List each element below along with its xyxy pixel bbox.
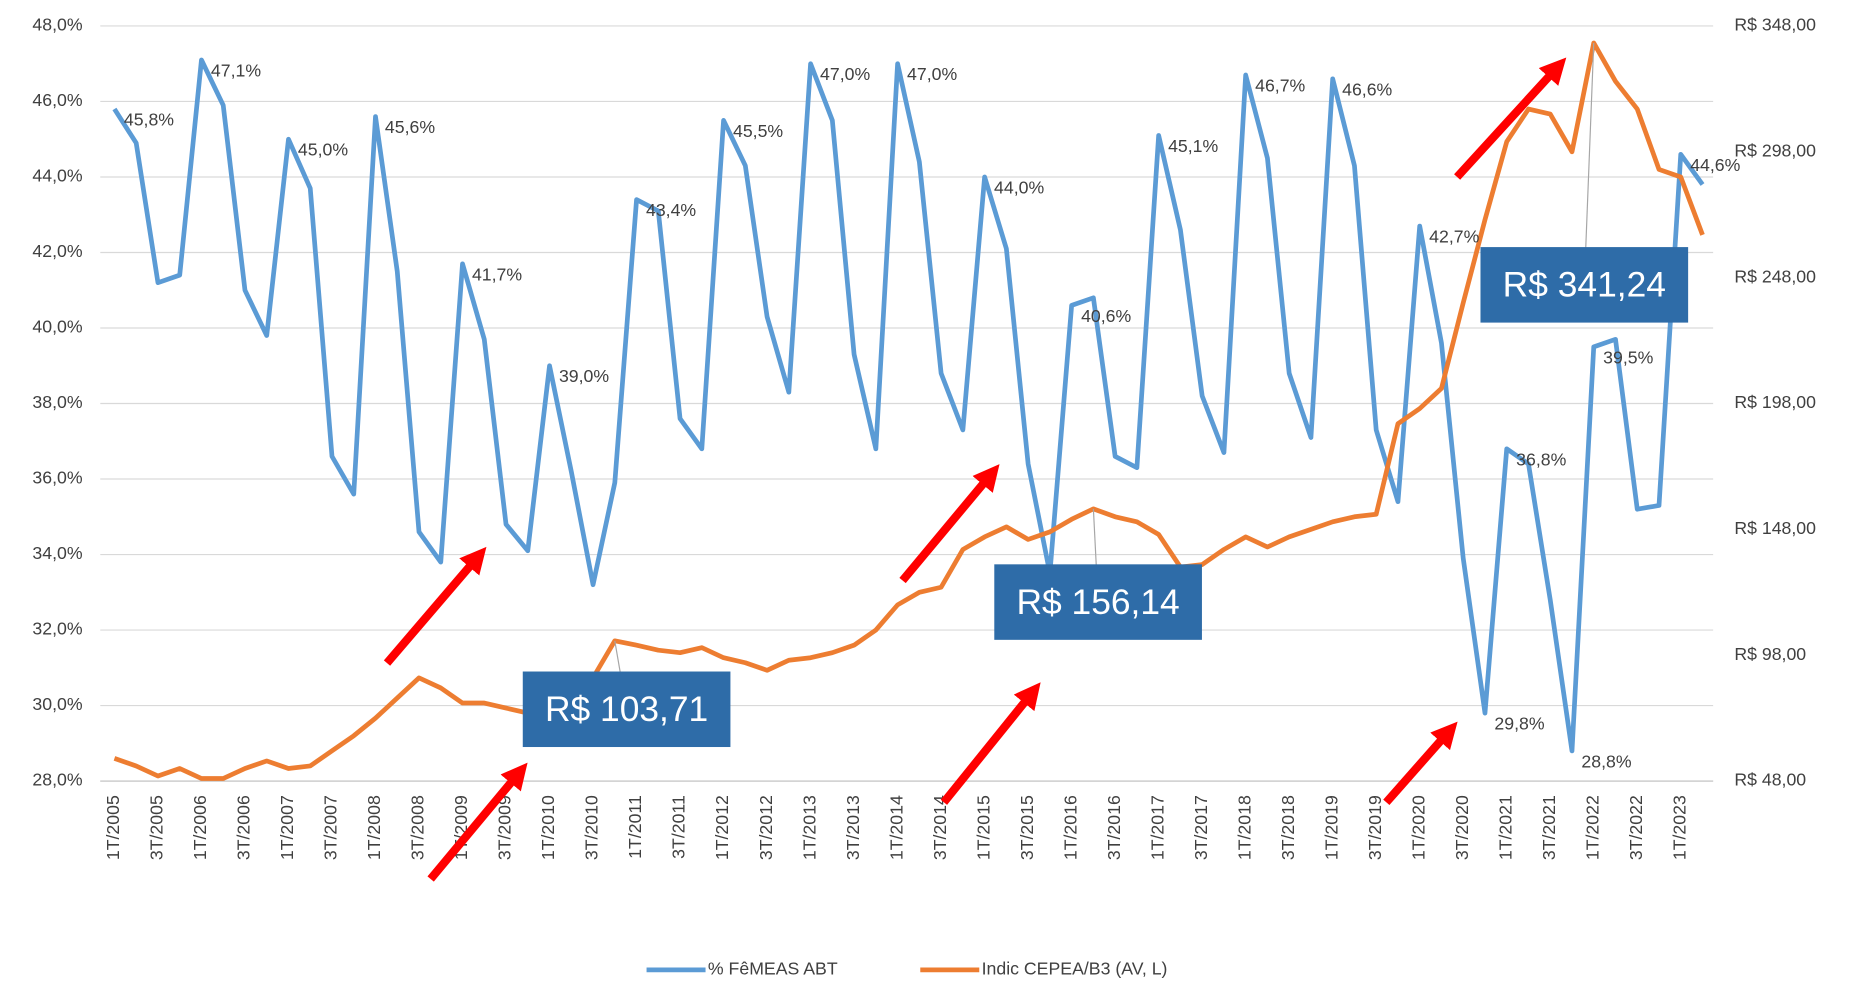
x-tick-label: 1T/2013 [799,795,819,860]
x-tick-label: 1T/2007 [277,795,297,860]
arrow [427,762,528,882]
data-label: 43,4% [646,200,696,220]
x-tick-label: 1T/2008 [364,795,384,860]
y2-tick-label: R$ 98,00 [1734,644,1806,664]
callouts: R$ 103,71 R$ 156,14 R$ 341,24 [522,42,1689,748]
y2-tick-label: R$ 148,00 [1734,518,1816,538]
y-tick-label: 28,0% [32,770,82,790]
x-tick-label: 3T/2007 [321,795,341,860]
x-tick-label: 3T/2005 [147,795,167,860]
x-tick-label: 1T/2016 [1060,795,1080,860]
x-tick-label: 1T/2010 [538,795,558,860]
legend: % FêMEAS ABT Indic CEPEA/B3 (AV, L) [646,959,1168,979]
data-label: 46,7% [1255,76,1305,96]
x-tick-label: 3T/2021 [1539,795,1559,860]
y2-tick-label: R$ 248,00 [1734,266,1816,286]
x-tick-label: 3T/2017 [1191,795,1211,860]
arrow [899,464,1000,584]
data-label: 44,0% [994,177,1044,197]
data-label: 45,0% [298,140,348,160]
x-tick-label: 3T/2015 [1017,795,1037,860]
y2-tick-label: R$ 348,00 [1734,15,1816,35]
x-tick-label: 3T/2020 [1452,795,1472,860]
data-label: 45,6% [385,117,435,137]
legend-label: % FêMEAS ABT [708,959,838,979]
data-label: 45,8% [124,109,174,129]
x-tick-label: 1T/2018 [1234,795,1254,860]
x-tick-label: 3T/2022 [1626,795,1646,860]
series-line [112,57,1705,754]
y-tick-label: 36,0% [32,468,82,488]
callout-box [994,564,1202,640]
data-label: 29,8% [1494,714,1544,734]
arrows [383,57,1567,882]
arrow [1454,57,1567,180]
x-tick-label: 3T/2013 [843,795,863,860]
x-tick-label: 3T/2010 [582,795,602,860]
x-tick-label: 1T/2022 [1582,795,1602,860]
data-label: 39,0% [559,366,609,386]
x-tick-label: 1T/2021 [1495,795,1515,860]
y2-tick-label: R$ 298,00 [1734,140,1816,160]
x-tick-label: 3T/2008 [408,795,428,860]
data-label: 42,7% [1429,227,1479,247]
x-tick-label: 3T/2018 [1278,795,1298,860]
y2-tick-label: R$ 48,00 [1734,770,1806,790]
x-tick-label: 3T/2006 [234,795,254,860]
labels: 45,8% 47,1% 45,0% 45,6% 41,7% 39,0% 43,4% 45,5%… [124,60,1741,771]
x-tick-label: 1T/2014 [886,795,906,860]
callout-box [522,671,731,748]
y-tick-label: 46,0% [32,90,82,110]
data-label: 47,1% [211,60,261,80]
y-tick-label: 42,0% [32,241,82,261]
callout-leader [1583,42,1595,285]
y-tick-label: 38,0% [32,392,82,412]
y2-tick-label: R$ 198,00 [1734,392,1816,412]
data-label: 28,8% [1581,751,1631,771]
lines [112,40,1705,781]
data-label: 40,6% [1081,306,1131,326]
x-tick-label: 1T/2005 [103,795,123,860]
data-label: 46,6% [1342,79,1392,99]
y-tick-label: 48,0% [32,15,82,35]
data-label: 41,7% [472,264,522,284]
y-tick-label: 32,0% [32,619,82,639]
x-tick-label: 3T/2019 [1365,795,1385,860]
x-tick-label: 3T/2009 [495,795,515,860]
x-tick-label: 1T/2023 [1669,795,1689,860]
data-label: 45,5% [733,121,783,141]
x-tick-label: 1T/2020 [1408,795,1428,860]
y-tick-label: 44,0% [32,166,82,186]
callout-box [1480,247,1689,323]
x-tick-label: 3T/2016 [1104,795,1124,860]
x-tick-label: 1T/2019 [1321,795,1341,860]
y-tick-label: 40,0% [32,317,82,337]
x-tick-label: 3T/2012 [756,795,776,860]
data-label: 47,0% [820,64,870,84]
legend-label: Indic CEPEA/B3 (AV, L) [982,959,1168,979]
x-tick-label: 3T/2014 [930,795,950,860]
arrow [383,546,487,666]
series-line [113,40,1705,781]
arrow [940,682,1041,805]
x-tick-label: 1T/2017 [1147,795,1167,860]
y-tick-label: 34,0% [32,543,82,563]
data-label: 36,8% [1516,449,1566,469]
data-label: 39,5% [1603,347,1653,367]
data-label: 45,1% [1168,136,1218,156]
x-tick-label: 1T/2006 [190,795,210,860]
data-label: R$ 103,71 [545,690,708,729]
x-tick-label: 1T/2015 [973,795,993,860]
arrow [1383,721,1458,806]
data-label: 47,0% [907,64,957,84]
x-tick-label: 3T/2011 [669,795,689,859]
x-tick-label: 1T/2011 [625,795,645,859]
data-label: 44,6% [1690,155,1740,175]
data-label: R$ 341,24 [1503,266,1666,305]
x-tick-label: 1T/2012 [712,795,732,860]
data-label: R$ 156,14 [1016,583,1179,622]
y-tick-label: 30,0% [32,694,82,714]
